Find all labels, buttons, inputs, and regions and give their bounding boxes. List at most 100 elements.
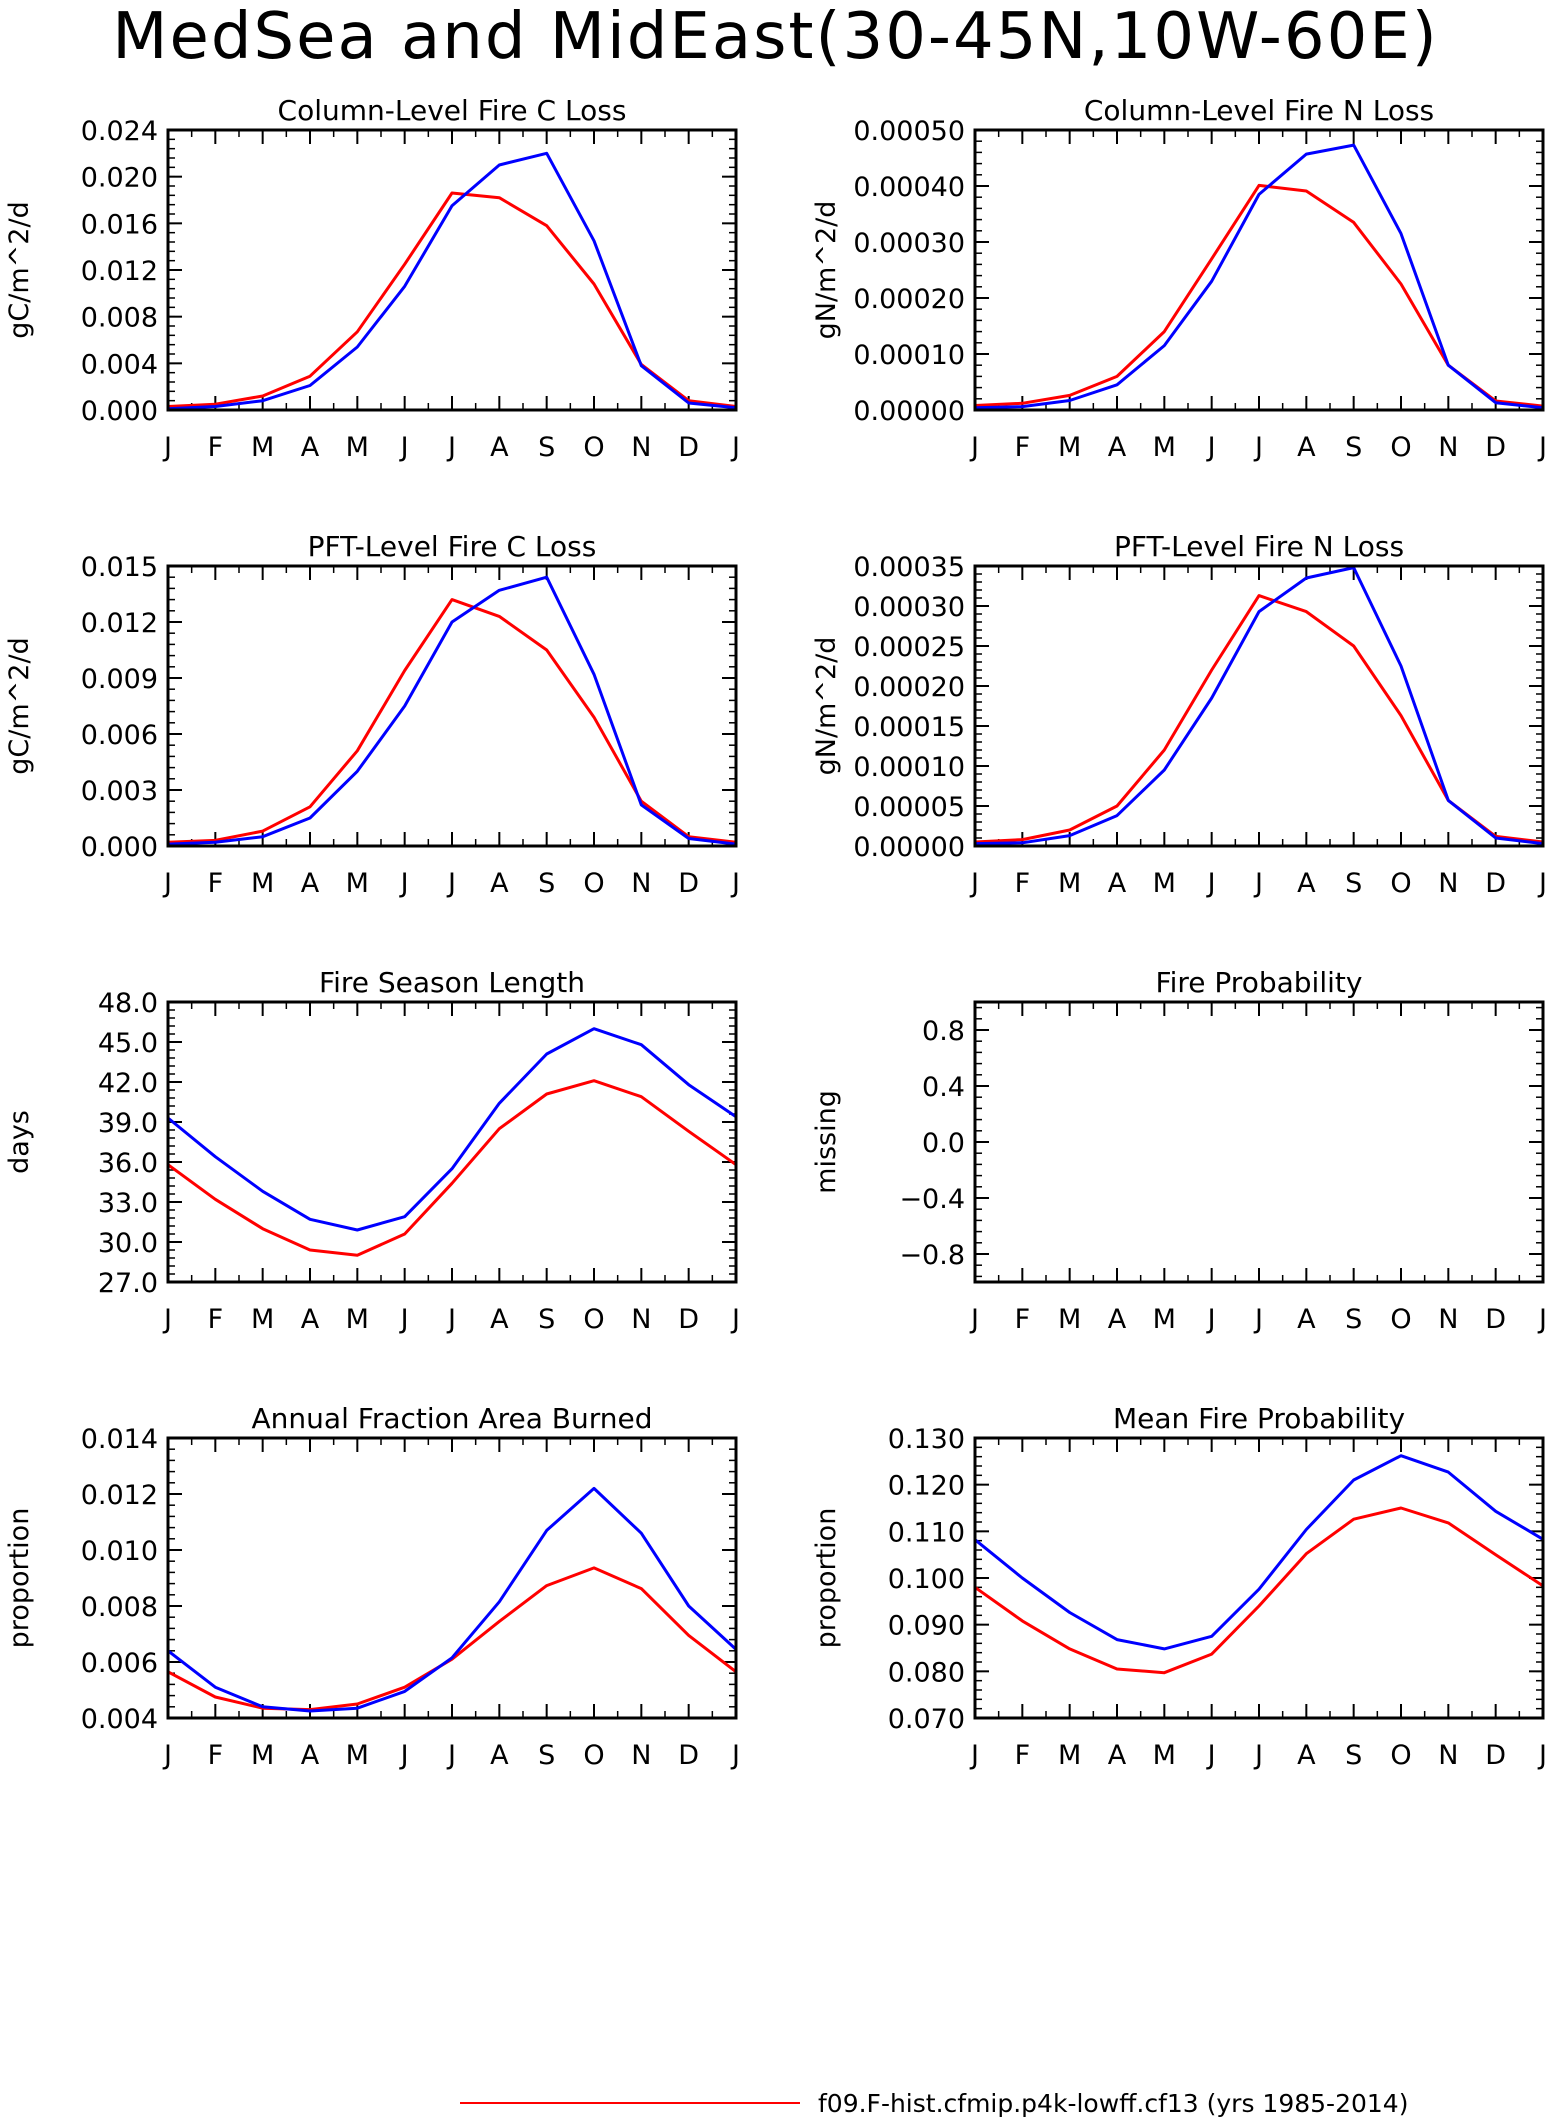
pft-level-fire-c-loss-ylabel: gC/m^2/d <box>4 637 35 774</box>
pft-level-fire-n-loss-series-blue-line <box>974 566 1544 846</box>
x-tick-label: J <box>730 868 740 899</box>
x-tick-label: A <box>1297 1740 1316 1771</box>
x-tick-label: N <box>631 868 651 899</box>
annual-fraction-area-burned-series-blue-line <box>167 1486 738 1713</box>
x-tick-label: D <box>678 1740 699 1771</box>
x-tick-label: D <box>1485 432 1506 463</box>
y-tick-label: 0.004 <box>81 1704 158 1735</box>
x-tick-label: S <box>1345 1740 1362 1771</box>
y-tick-label: 0.009 <box>81 664 158 695</box>
x-tick-label: A <box>490 1304 509 1335</box>
legend: f09.F-hist.cfmip.p4k-lowff.cf13 (yrs 198… <box>460 2089 1408 2118</box>
x-tick-label: F <box>1015 432 1031 463</box>
fire-season-length-series-blue-line <box>167 1027 737 1232</box>
x-tick-label: N <box>1438 432 1458 463</box>
x-tick-label: J <box>1537 432 1547 463</box>
legend-label: f09.F-hist.cfmip.p4k-lowff.cf13 (yrs 198… <box>818 2089 1408 2118</box>
x-tick-label: S <box>1345 432 1362 463</box>
y-tick-label: 0.004 <box>81 349 158 380</box>
x-tick-label: A <box>301 1304 320 1335</box>
annual-fraction-area-burned-frame <box>166 1436 738 1720</box>
x-tick-label: M <box>1058 1740 1081 1771</box>
y-tick-label: 42.0 <box>98 1068 158 1099</box>
x-tick-label: J <box>399 868 409 899</box>
x-tick-label: J <box>1253 432 1263 463</box>
y-tick-label: 0.00035 <box>853 552 965 583</box>
mean-fire-probability-frame <box>973 1436 1545 1720</box>
x-tick-label: A <box>1297 1304 1316 1335</box>
x-tick-label: J <box>399 432 409 463</box>
x-tick-label: S <box>1345 868 1362 899</box>
x-tick-label: J <box>162 868 172 899</box>
x-tick-label: J <box>1253 868 1263 899</box>
x-tick-label: N <box>631 1304 651 1335</box>
x-tick-label: O <box>583 868 604 899</box>
mean-fire-probability-title: Mean Fire Probability <box>1113 1402 1405 1435</box>
x-tick-label: M <box>251 432 274 463</box>
x-tick-label: D <box>1485 1304 1506 1335</box>
x-tick-label: A <box>1297 868 1316 899</box>
x-tick-label: J <box>446 1740 456 1771</box>
y-tick-label: 0.00030 <box>853 592 965 623</box>
x-tick-label: M <box>1058 1304 1081 1335</box>
x-tick-label: J <box>1206 1740 1216 1771</box>
x-tick-label: M <box>1153 432 1176 463</box>
y-tick-label: 0.015 <box>81 552 158 583</box>
x-tick-label: J <box>1253 1304 1263 1335</box>
y-tick-label: −0.8 <box>899 1240 965 1271</box>
x-tick-label: J <box>1253 1740 1263 1771</box>
x-tick-label: J <box>969 868 979 899</box>
fire-probability-ylabel: missing <box>811 1090 842 1194</box>
y-tick-label: 0.020 <box>81 163 158 194</box>
y-tick-label: 48.0 <box>98 988 158 1019</box>
x-tick-label: N <box>1438 868 1458 899</box>
pft-level-fire-c-loss-series-red-line <box>167 598 737 844</box>
y-tick-label: 27.0 <box>98 1268 158 1299</box>
x-tick-label: A <box>490 868 509 899</box>
y-tick-label: 0.0 <box>922 1128 965 1159</box>
column-level-fire-n-loss-ylabel: gN/m^2/d <box>811 201 842 340</box>
x-tick-label: O <box>1390 1304 1411 1335</box>
y-tick-label: 33.0 <box>98 1188 158 1219</box>
x-tick-label: F <box>208 1304 224 1335</box>
x-tick-label: M <box>1058 868 1081 899</box>
x-tick-label: J <box>1537 868 1547 899</box>
x-tick-label: D <box>678 1304 699 1335</box>
y-tick-label: 0.4 <box>922 1072 965 1103</box>
x-tick-label: J <box>1206 868 1216 899</box>
x-tick-label: J <box>1537 1304 1547 1335</box>
x-tick-label: D <box>678 868 699 899</box>
x-tick-label: F <box>1015 868 1031 899</box>
column-level-fire-n-loss-series-blue-line <box>974 143 1544 410</box>
pft-level-fire-c-loss-series-blue-line <box>167 575 737 846</box>
x-tick-label: J <box>730 432 740 463</box>
x-tick-label: A <box>490 432 509 463</box>
x-tick-label: J <box>969 1740 979 1771</box>
x-tick-label: A <box>301 868 320 899</box>
x-tick-label: A <box>1108 868 1127 899</box>
x-tick-label: J <box>162 1304 172 1335</box>
y-tick-label: 0.006 <box>81 720 158 751</box>
x-tick-label: M <box>346 868 369 899</box>
x-tick-label: J <box>969 1304 979 1335</box>
x-tick-label: J <box>162 1740 172 1771</box>
page-title: MedSea and MidEast(30-45N,10W-60E) <box>112 0 1439 74</box>
x-tick-label: N <box>1438 1304 1458 1335</box>
y-tick-label: 0.012 <box>81 1480 158 1511</box>
y-tick-label: 0.010 <box>81 1536 158 1567</box>
y-tick-label: 0.090 <box>888 1611 965 1642</box>
y-tick-label: 0.070 <box>888 1704 965 1735</box>
x-tick-label: A <box>301 432 320 463</box>
x-tick-label: M <box>1058 432 1081 463</box>
y-tick-label: 0.00010 <box>853 340 965 371</box>
y-tick-label: 0.080 <box>888 1657 965 1688</box>
y-tick-label: 0.008 <box>81 303 158 334</box>
annual-fraction-area-burned-title: Annual Fraction Area Burned <box>252 1402 653 1435</box>
fire-season-length-ylabel: days <box>4 1110 35 1174</box>
x-tick-label: S <box>538 432 555 463</box>
